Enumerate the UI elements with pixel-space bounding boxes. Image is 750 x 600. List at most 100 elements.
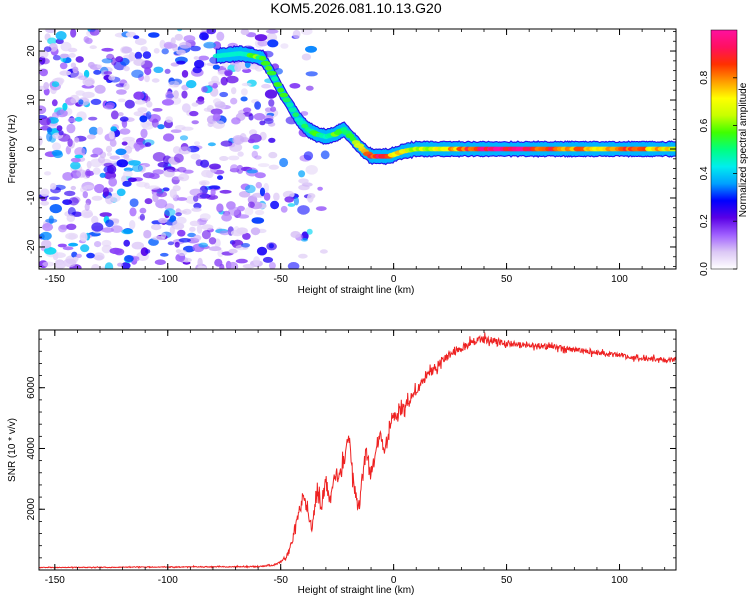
noise-blob [177, 249, 187, 256]
noise-blob [203, 107, 212, 112]
ridge-cell [282, 97, 291, 103]
noise-blob [175, 212, 182, 217]
noise-blob [226, 75, 239, 84]
noise-blob [262, 256, 274, 263]
noise-blob [108, 75, 116, 81]
noise-blob [305, 71, 318, 77]
noise-blob [198, 180, 210, 186]
noise-blob [44, 247, 57, 255]
noise-blob [169, 188, 177, 199]
noise-blob [242, 107, 252, 113]
x-tick-label: -100 [158, 575, 178, 586]
noise-blob [90, 98, 102, 105]
noise-blob [197, 265, 207, 269]
x-tick-label: 100 [611, 274, 628, 285]
noise-blob [219, 91, 229, 98]
noise-blob [45, 218, 58, 224]
noise-blob [71, 251, 78, 258]
noise-blob [109, 155, 121, 160]
noise-blob [289, 83, 301, 89]
noise-blob [201, 224, 214, 231]
noise-blob [190, 45, 201, 52]
noise-blob [259, 120, 266, 126]
noise-blob [140, 247, 149, 256]
noise-blob [273, 192, 280, 201]
noise-blob [131, 241, 144, 250]
noise-blob [194, 59, 205, 69]
noise-blob [119, 116, 129, 122]
x-tick-label: 0 [391, 274, 397, 285]
y-tick-label: 6000 [26, 376, 37, 399]
noise-blob [293, 196, 299, 206]
noise-blob [208, 246, 222, 252]
noise-blob [119, 128, 131, 135]
noise-blob [208, 185, 221, 190]
noise-blob [143, 229, 152, 239]
noise-blob [252, 144, 260, 150]
noise-blob [79, 232, 88, 242]
noise-blob [268, 262, 276, 269]
noise-blob [89, 45, 97, 50]
noise-blob [173, 90, 179, 99]
noise-blob [122, 136, 135, 142]
noise-blob [40, 200, 50, 206]
noise-blob [91, 222, 104, 232]
noise-blob [254, 209, 265, 216]
noise-blob [45, 29, 57, 34]
noise-blob [183, 35, 196, 43]
noise-blob [193, 56, 200, 60]
noise-blob [264, 89, 278, 99]
noise-blob [52, 142, 61, 151]
x-tick-label: 50 [501, 575, 513, 586]
ridge-cell [273, 82, 283, 87]
noise-blob [185, 80, 197, 89]
ridge-cell [271, 76, 279, 82]
noise-blob [50, 183, 57, 190]
noise-blob [246, 169, 258, 174]
noise-blob [196, 224, 203, 234]
colorbar-label: Normalized spectral amplitude [738, 82, 749, 217]
noise-blob [47, 37, 57, 45]
noise-blob [117, 262, 124, 267]
noise-blob [127, 160, 141, 166]
noise-blob [298, 253, 308, 259]
noise-blob [179, 41, 192, 49]
noise-blob [167, 241, 175, 246]
noise-blob [127, 177, 137, 183]
noise-blob [67, 138, 73, 147]
noise-blob [145, 249, 151, 254]
noise-blob [74, 116, 83, 122]
noise-blob [194, 141, 200, 146]
x-tick-label: 0 [391, 575, 397, 586]
noise-blob [59, 70, 72, 76]
noise-blob [254, 101, 261, 110]
noise-blob [132, 256, 140, 262]
noise-blob [108, 130, 115, 140]
noise-blob [123, 66, 130, 72]
ridge-cell [266, 70, 277, 76]
noise-blob [198, 55, 210, 61]
noise-blob [68, 197, 79, 206]
snr-plot-area [39, 330, 676, 570]
noise-blob [133, 58, 145, 66]
noise-blob [181, 103, 191, 113]
noise-blob [152, 169, 165, 175]
noise-blob [134, 38, 147, 46]
noise-blob [156, 191, 168, 198]
noise-blob [96, 64, 103, 69]
noise-blob [236, 227, 248, 235]
noise-blob [39, 55, 46, 65]
noise-blob [221, 213, 233, 222]
noise-blob [59, 62, 68, 70]
noise-blob [97, 156, 106, 164]
noise-blob [78, 99, 84, 105]
noise-blob [206, 29, 217, 35]
noise-blob [48, 196, 61, 201]
noise-blob [84, 37, 93, 45]
noise-blob [132, 164, 143, 172]
noise-blob [153, 48, 160, 54]
noise-blob [268, 99, 275, 107]
noise-blob [110, 110, 119, 120]
noise-blob [144, 198, 153, 205]
noise-blob [110, 57, 117, 66]
